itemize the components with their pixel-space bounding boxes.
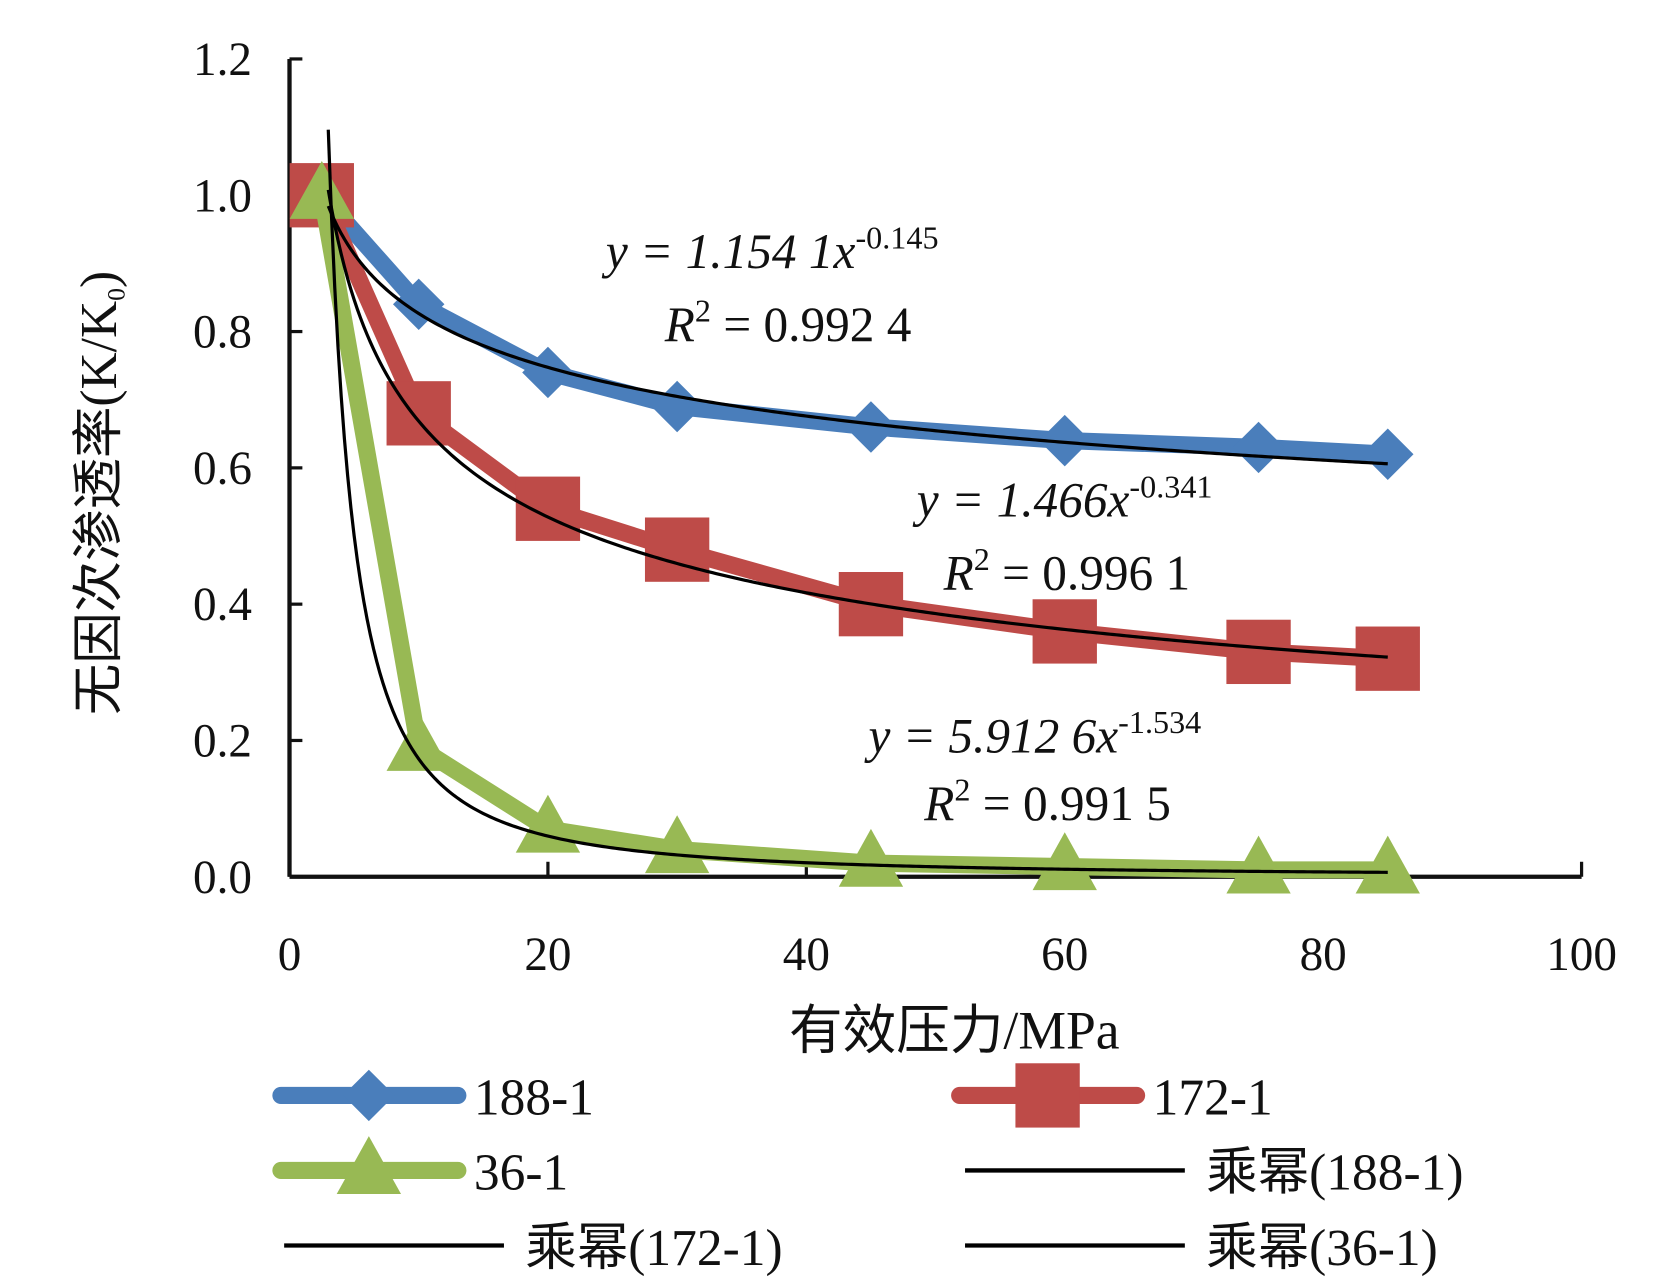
legend-item: 172-1 [951,1063,1273,1128]
r2-value: = 0.996 1 [990,546,1190,601]
fit-equation: y = 5.912 6x-1.534 [864,704,1202,763]
fit-r2: R2 = 0.996 1 [943,541,1191,600]
r2-superscript: 2 [695,293,711,329]
data-point-188-1 [1039,414,1091,467]
fit-curve-乘幂(172-1) [326,189,1388,659]
data-point-36-1 [289,160,354,219]
legend: 188-1 172-1 36-1 乘幂(188-1) 乘幂(172-1) 乘幂(36-1) [272,1063,1463,1277]
y-tick-label: 1.0 [193,170,252,222]
y-axis-title-end: ) [71,271,128,288]
legend-label: 188-1 [474,1070,594,1127]
data-point-36-1 [1226,835,1291,894]
fit-equation: y = 1.466x-0.341 [912,468,1213,527]
series-line-188-1 [315,189,1389,463]
legend-label: 36-1 [474,1145,568,1202]
x-tick-label: 40 [783,929,830,981]
data-point-172-1 [1355,626,1420,691]
data-point-36-1 [386,712,451,771]
axes: 0 20 40 60 80 1000.00.20.40.60.81.01.2有效压力/MP… [71,34,1617,1060]
x-tick-label: 20 [524,929,571,981]
legend-item: 乘幂(172-1) [284,1220,783,1277]
equation-text: y = 1.466x [912,473,1130,528]
y-tick-label: 1.2 [193,34,252,86]
equation-exponent: -0.341 [1129,468,1212,504]
data-point-188-1 [651,380,703,433]
fit-curve-乘幂(36-1) [326,129,1388,874]
x-tick-label: 60 [1041,929,1088,981]
legend-marker [336,1136,402,1195]
legend-label: 乘幂(172-1) [525,1220,782,1277]
legend-item: 乘幂(188-1) [965,1145,1463,1202]
r2-superscript: 2 [954,772,970,808]
r2-symbol: R [664,297,695,352]
legend-marker [343,1069,395,1122]
y-tick-label: 0.2 [193,716,252,768]
fit-r2: R2 = 0.991 5 [923,772,1171,831]
data-point-36-1 [644,815,710,874]
r2-value: = 0.992 4 [711,297,911,352]
data-point-188-1 [1362,428,1414,480]
data-point-188-1 [392,278,445,331]
fit-r2: R2 = 0.992 4 [664,293,912,352]
r2-value: = 0.991 5 [970,776,1170,831]
fit-curve-乘幂(188-1) [326,205,1388,466]
y-axis-title-subscript: 0 [101,288,130,301]
x-tick-label: 0 [278,929,302,981]
legend-item: 乘幂(36-1) [965,1220,1438,1277]
legend-label: 乘幂(188-1) [1206,1145,1463,1202]
y-tick-label: 0.4 [193,579,252,631]
equation-exponent: -1.534 [1118,704,1201,740]
data-point-36-1 [1355,835,1420,894]
data-point-172-1 [1226,619,1291,685]
fit-layer [326,129,1388,874]
y-tick-label: 0.0 [193,852,252,904]
series-36-1 [289,160,1420,894]
r2-symbol: R [943,546,974,601]
y-tick-label: 0.6 [193,443,252,495]
data-point-36-1 [838,828,904,887]
data-point-36-1 [1032,832,1097,891]
equation-text: y = 1.154 1x [601,224,856,279]
data-point-172-1 [644,517,710,582]
y-tick-label: 0.8 [193,307,252,359]
legend-marker [1015,1063,1080,1128]
legend-label: 172-1 [1153,1070,1273,1127]
fit-equation: y = 1.154 1x-0.145 [601,220,939,279]
x-tick-label: 80 [1300,929,1347,981]
y-axis-title-main: 无因次渗透率(K/K [71,301,128,715]
equation-exponent: -0.145 [855,220,938,256]
data-point-188-1 [1232,421,1285,474]
x-axis-title: 有效压力/MPa [789,1000,1120,1060]
r2-superscript: 2 [974,541,990,577]
legend-item: 36-1 [272,1136,568,1202]
x-tick-label: 100 [1546,929,1617,981]
legend-label: 乘幂(36-1) [1206,1220,1437,1277]
y-axis-title: 无因次渗透率(K/K0) [71,271,131,715]
legend-item: 188-1 [272,1069,594,1127]
data-point-172-1 [515,476,581,541]
equation-text: y = 5.912 6x [864,708,1119,763]
r2-symbol: R [923,776,954,831]
